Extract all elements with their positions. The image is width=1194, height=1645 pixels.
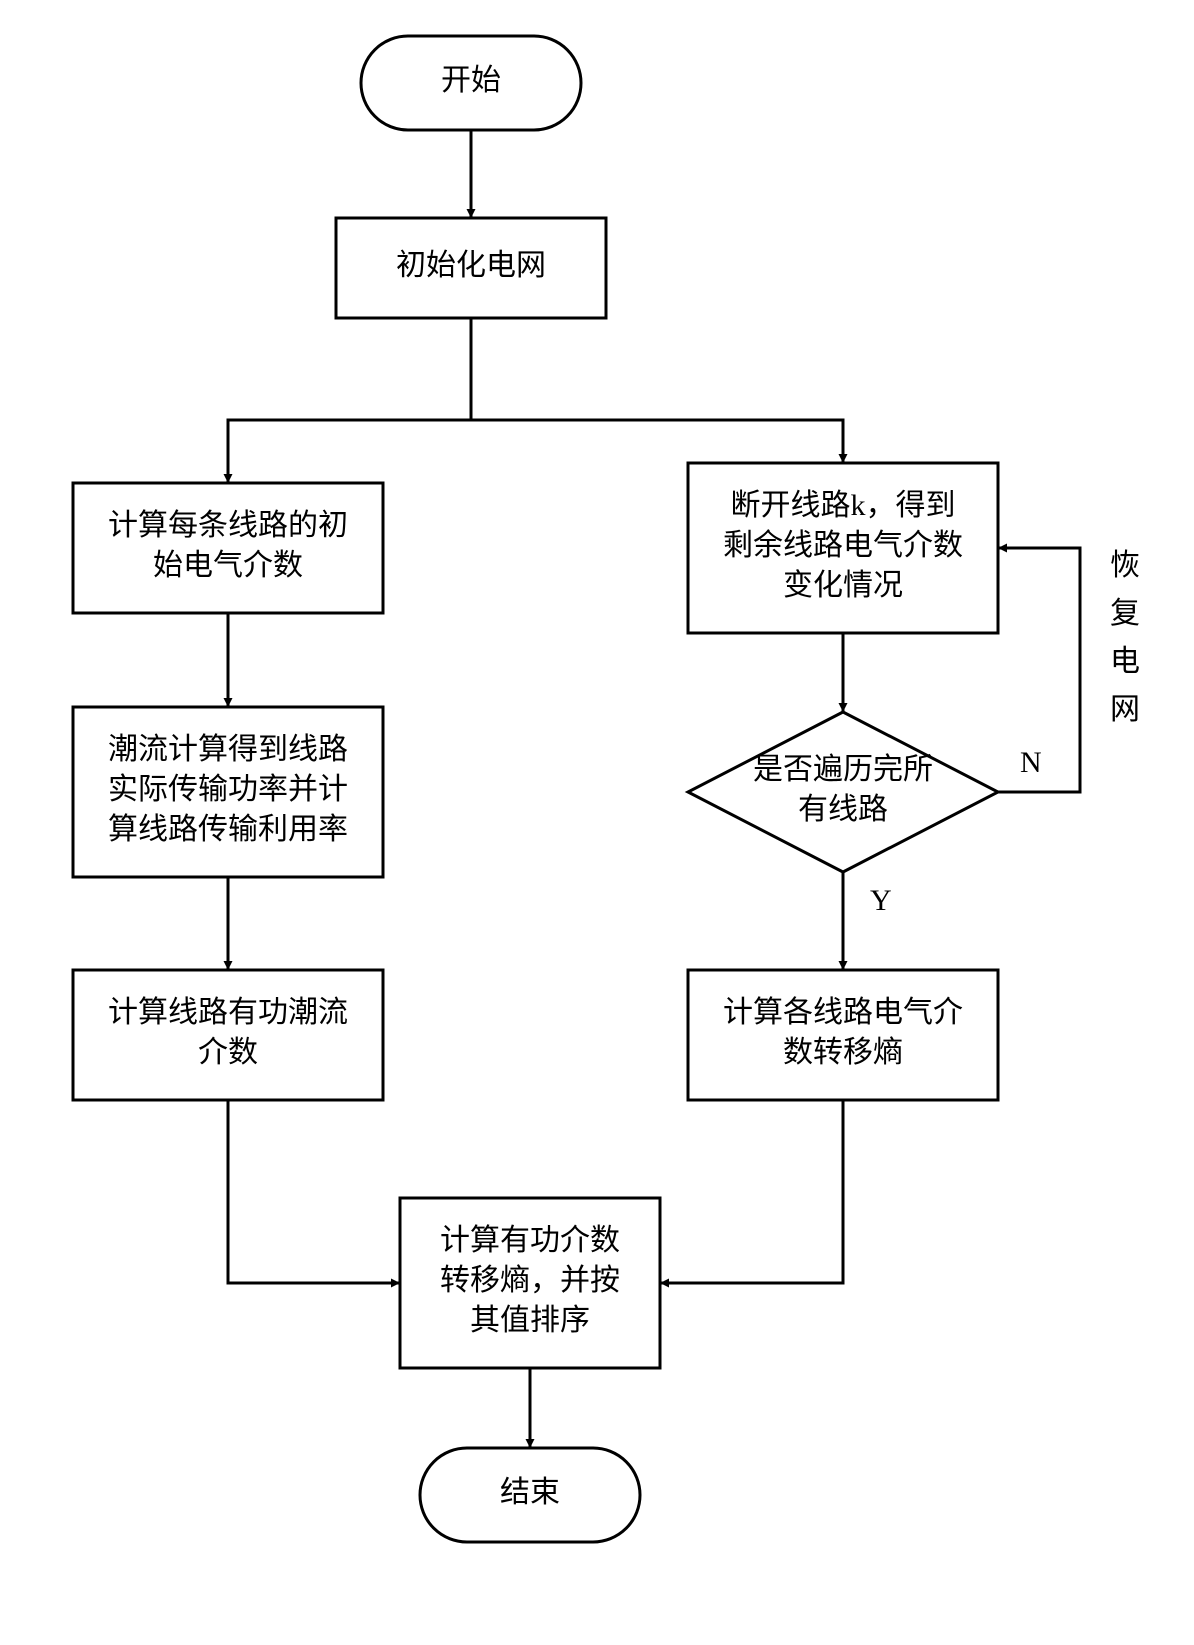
loop-label: 恢 bbox=[1110, 549, 1140, 582]
connector bbox=[228, 1100, 400, 1283]
node-label: 断开线路k，得到 bbox=[731, 489, 956, 522]
node-label: 始电气介数 bbox=[153, 549, 303, 582]
node-merge: 计算有功介数转移熵，并按其值排序 bbox=[400, 1198, 660, 1368]
node-start: 开始 bbox=[361, 36, 581, 130]
node-r2: 计算各线路电气介数转移熵 bbox=[688, 970, 998, 1100]
node-label: 实际传输功率并计 bbox=[108, 773, 348, 806]
node-label: 是否遍历完所 bbox=[753, 753, 933, 786]
node-label: 有线路 bbox=[798, 793, 888, 826]
node-label: 初始化电网 bbox=[396, 249, 546, 282]
connector bbox=[471, 420, 843, 463]
connector bbox=[228, 318, 471, 483]
node-l2: 潮流计算得到线路实际传输功率并计算线路传输利用率 bbox=[73, 707, 383, 877]
node-label: 潮流计算得到线路 bbox=[108, 733, 348, 766]
node-dec: 是否遍历完所有线路 bbox=[688, 712, 998, 872]
node-label: 开始 bbox=[441, 64, 501, 97]
node-label: 计算有功介数 bbox=[440, 1224, 620, 1257]
node-label: 变化情况 bbox=[783, 569, 903, 602]
node-r1: 断开线路k，得到剩余线路电气介数变化情况 bbox=[688, 463, 998, 633]
loop-label: 网 bbox=[1110, 693, 1140, 726]
node-end: 结束 bbox=[420, 1448, 640, 1542]
node-label: 转移熵，并按 bbox=[440, 1264, 620, 1297]
node-label: 算线路传输利用率 bbox=[108, 813, 348, 846]
edge-label: N bbox=[1020, 746, 1042, 779]
edge-label: Y bbox=[870, 884, 892, 917]
node-init: 初始化电网 bbox=[336, 218, 606, 318]
node-label: 结束 bbox=[500, 1476, 560, 1509]
node-label: 介数 bbox=[198, 1036, 258, 1069]
node-l1: 计算每条线路的初始电气介数 bbox=[73, 483, 383, 613]
connector bbox=[660, 1100, 843, 1283]
node-label: 其值排序 bbox=[470, 1304, 590, 1337]
node-label: 计算各线路电气介 bbox=[723, 996, 963, 1029]
node-label: 数转移熵 bbox=[783, 1036, 903, 1069]
loop-label: 复 bbox=[1110, 597, 1140, 630]
node-label: 计算线路有功潮流 bbox=[108, 996, 348, 1029]
node-l3: 计算线路有功潮流介数 bbox=[73, 970, 383, 1100]
node-label: 剩余线路电气介数 bbox=[723, 529, 963, 562]
node-label: 计算每条线路的初 bbox=[108, 509, 348, 542]
loop-label: 电 bbox=[1110, 645, 1140, 678]
